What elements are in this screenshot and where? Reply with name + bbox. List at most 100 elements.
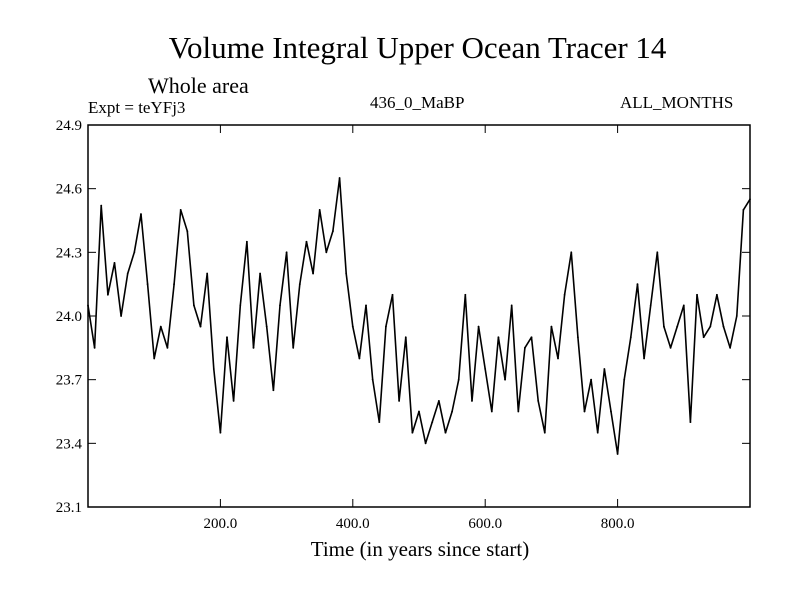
experiment-label: Expt = teYFj3 [88, 98, 186, 117]
data-point [716, 293, 718, 296]
data-point [424, 442, 427, 445]
data-point [385, 325, 387, 328]
data-point [292, 346, 295, 349]
data-point [735, 315, 738, 317]
data-point [272, 389, 275, 392]
x-tick-label: 600.0 [468, 516, 502, 532]
x-tick-label: 800.0 [601, 516, 635, 532]
data-point [153, 357, 156, 360]
data-point [490, 410, 493, 413]
data-point [563, 293, 566, 296]
data-point [682, 304, 685, 307]
data-point [265, 325, 268, 328]
data-point [325, 251, 328, 254]
data-point [173, 283, 175, 286]
data-point [643, 357, 645, 360]
data-point [484, 368, 487, 370]
data-point [193, 304, 195, 307]
data-point [524, 346, 526, 349]
data-point [649, 304, 652, 307]
y-tick-label: 24.9 [56, 118, 82, 134]
data-point [418, 410, 420, 413]
data-point [464, 293, 467, 296]
data-point [305, 240, 308, 243]
months-label: ALL_MONTHS [620, 93, 734, 112]
chart-subtitle: Whole area [148, 73, 249, 98]
data-point [696, 293, 698, 296]
data-point [722, 325, 725, 328]
data-point [451, 410, 453, 413]
data-point [332, 230, 334, 233]
data-point [457, 378, 460, 381]
data-point [312, 272, 314, 275]
data-point [345, 272, 348, 275]
data-point [663, 325, 665, 328]
data-point [159, 325, 162, 328]
data-point [676, 325, 679, 328]
data-point [126, 272, 129, 275]
data-point [656, 251, 659, 254]
data-point [437, 399, 440, 402]
data-point [636, 283, 639, 286]
data-point [610, 410, 612, 413]
data-point [603, 368, 606, 370]
data-point [245, 240, 248, 243]
data-point [471, 399, 473, 402]
x-axis-ticks: 200.0 400.0 600.0 800.0 [204, 125, 635, 532]
y-tick-label: 24.3 [56, 245, 82, 261]
data-point [259, 272, 262, 275]
plot-frame [87, 124, 751, 508]
data-point [550, 325, 553, 328]
series-line [87, 177, 751, 455]
data-point [398, 399, 401, 402]
data-point [318, 208, 321, 211]
chart-title: Volume Integral Upper Ocean Tracer 14 [168, 30, 667, 65]
data-point [729, 346, 732, 349]
y-tick-label: 23.1 [56, 500, 82, 516]
data-point [404, 336, 407, 339]
x-tick-label: 400.0 [336, 516, 370, 532]
data-point [702, 336, 705, 339]
data-point [219, 431, 222, 434]
data-point [358, 357, 361, 360]
data-point [557, 357, 559, 360]
data-point [530, 336, 533, 339]
data-point [252, 346, 255, 349]
data-point [106, 293, 109, 296]
data-point [391, 293, 394, 296]
data-point [146, 283, 149, 286]
data-point [497, 336, 500, 339]
data-point [378, 421, 381, 424]
data-point [365, 304, 367, 307]
y-tick-label: 23.7 [56, 373, 83, 389]
data-point [596, 431, 599, 434]
data-point [239, 304, 242, 307]
data-point [140, 213, 142, 216]
data-point [629, 336, 632, 339]
y-tick-label: 24.6 [56, 182, 83, 198]
data-point [212, 368, 215, 370]
data-point [206, 272, 209, 275]
series-group [87, 177, 751, 455]
data-point [431, 421, 434, 424]
y-axis-ticks: 23.1 23.4 23.7 24.0 24.3 24.6 24.9 [56, 118, 750, 516]
data-point [371, 378, 374, 381]
data-point [133, 251, 136, 254]
data-point [669, 346, 672, 349]
data-point [199, 325, 202, 328]
x-tick-label: 200.0 [204, 516, 238, 532]
data-point [285, 251, 288, 254]
data-point [477, 325, 480, 328]
data-point [537, 399, 540, 402]
data-point [590, 378, 593, 381]
data-point [338, 177, 341, 179]
data-point [166, 346, 169, 349]
data-point [517, 410, 520, 413]
data-point [543, 431, 546, 434]
data-point [179, 208, 182, 211]
y-tick-label: 23.4 [56, 436, 83, 452]
data-point [623, 378, 626, 381]
data-point [298, 283, 301, 286]
y-tick-label: 24.0 [56, 309, 82, 325]
